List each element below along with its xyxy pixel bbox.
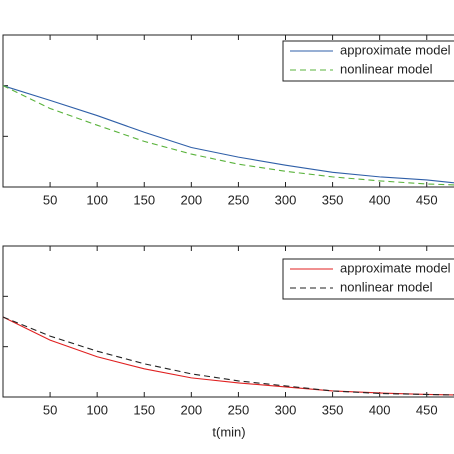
x-axis-label: t(min) [212,424,245,439]
legend: approximate model nonlinear model [282,258,454,300]
series-line [2,85,454,186]
x-tick-label: 350 [322,192,344,207]
legend-label: approximate model [340,42,451,57]
x-tick-label: 350 [322,402,344,417]
x-tick-label: 300 [275,192,297,207]
legend-label: nonlinear model [340,61,433,76]
x-tick-label: 400 [369,192,391,207]
legend-box [282,258,454,300]
legend-box [282,40,454,82]
x-tick-label: 100 [86,402,108,417]
x-tick-label: 150 [133,192,155,207]
x-tick-label: 150 [133,402,155,417]
x-tick-label: 250 [228,192,250,207]
x-tick-label: 300 [275,402,297,417]
x-tick-label: 450 [416,402,438,417]
x-tick-label: 100 [86,192,108,207]
x-tick-label: 450 [416,192,438,207]
x-tick-label: 200 [180,192,202,207]
x-tick-label: 50 [43,402,57,417]
legend-label: approximate model [340,260,451,275]
subplot: 50 100 150 200 250 300 350 400 450 t(min) approxim… [2,245,454,439]
legend-label: nonlinear model [340,279,433,294]
series-line [2,85,454,184]
x-tick-label: 400 [369,402,391,417]
subplot: 50 100 150 200 250 300 350 400 450 approximate mo… [2,34,454,207]
legend: approximate model nonlinear model [282,40,454,82]
x-tick-label: 250 [228,402,250,417]
x-tick-label: 200 [180,402,202,417]
series-line [2,316,454,396]
x-tick-label: 50 [43,192,57,207]
